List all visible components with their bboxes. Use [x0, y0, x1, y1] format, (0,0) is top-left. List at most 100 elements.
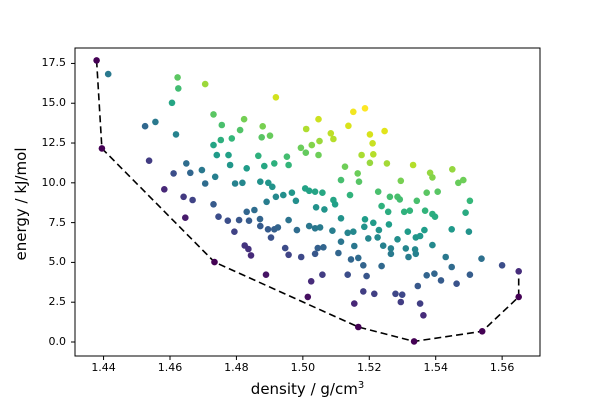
scatter-point — [374, 234, 381, 241]
scatter-point — [370, 151, 377, 158]
scatter-point — [371, 290, 378, 298]
scatter-point — [302, 125, 310, 133]
scatter-point — [311, 250, 319, 258]
scatter-point — [370, 219, 377, 227]
scatter-point — [189, 196, 196, 204]
scatter-point — [398, 291, 406, 299]
scatter-point — [515, 268, 522, 275]
scatter-point — [98, 145, 106, 152]
scatter-point — [283, 153, 291, 160]
scatter-point — [465, 228, 473, 235]
scatter-point — [397, 177, 405, 185]
scatter-point — [267, 234, 275, 241]
scatter-point — [280, 191, 287, 199]
scatter-point — [141, 122, 149, 130]
x-tick-label: 1.54 — [423, 361, 448, 374]
scatter-point — [211, 173, 219, 181]
scatter-point — [263, 198, 270, 206]
scatter-point — [375, 226, 383, 234]
scatter-point — [211, 258, 218, 266]
scatter-point — [161, 186, 168, 193]
scatter-point — [431, 213, 439, 220]
scatter-point — [243, 165, 250, 172]
scatter-point — [259, 123, 267, 130]
scatter-point — [410, 338, 418, 345]
scatter-point — [254, 152, 262, 160]
scatter-point — [172, 131, 180, 138]
scatter-point — [288, 189, 296, 196]
scatter-point — [311, 225, 319, 232]
scatter-point — [174, 74, 181, 81]
scatter-point — [316, 137, 323, 145]
scatter-point — [337, 176, 345, 184]
scatter-point — [347, 256, 355, 263]
scatter-point — [258, 134, 266, 141]
scatter-point — [421, 207, 429, 214]
scatter-point — [335, 249, 342, 257]
scatter-point — [257, 222, 264, 230]
scatter-point — [257, 178, 264, 185]
y-tick-label: 17.5 — [41, 56, 67, 70]
scatter-point — [285, 251, 292, 259]
scatter-point — [409, 161, 417, 169]
y-tick-label: 7.5 — [48, 215, 67, 229]
scatter-point — [225, 151, 232, 159]
scatter-point — [305, 187, 313, 195]
scatter-point — [210, 201, 217, 208]
scatter-point — [396, 196, 404, 203]
scatter-point — [187, 169, 194, 177]
scatter-point — [226, 161, 234, 169]
scatter-point — [405, 253, 412, 261]
scatter-point — [387, 245, 395, 252]
scatter-point — [308, 141, 316, 149]
scatter-point — [406, 207, 414, 214]
scatter-point — [302, 149, 310, 156]
x-tick-label: 1.50 — [290, 361, 316, 374]
scatter-point — [104, 70, 112, 78]
scatter-point — [378, 202, 385, 210]
scatter-point — [305, 222, 313, 230]
scatter-point — [247, 252, 255, 259]
x-axis-label-text: density / g/cm — [250, 380, 358, 398]
scatter-point — [304, 293, 312, 301]
x-tick-label: 1.56 — [489, 361, 515, 374]
scatter-point — [314, 244, 322, 252]
scatter-point — [272, 94, 280, 101]
scatter-point — [231, 228, 238, 235]
scatter-point — [354, 170, 362, 177]
scatter-point — [386, 193, 394, 201]
hull-line — [95, 60, 520, 343]
scatter-point — [413, 197, 421, 205]
x-tick-label: 1.44 — [91, 361, 116, 374]
scatter-point — [351, 242, 358, 250]
scatter-point — [412, 250, 420, 258]
y-tick-label: 5.0 — [48, 255, 67, 269]
scatter-point — [262, 271, 270, 279]
scatter-point — [311, 188, 319, 195]
scatter-point — [217, 136, 225, 144]
scatter-point — [256, 215, 264, 223]
scatter-point — [329, 227, 336, 234]
scatter-point — [350, 228, 357, 235]
scatter-point — [365, 235, 372, 242]
scatter-point — [416, 300, 424, 307]
scatter-point — [224, 217, 232, 224]
scatter-point — [478, 255, 485, 262]
scatter-point — [344, 271, 352, 279]
scatter-point — [168, 99, 176, 107]
scatter-point — [293, 226, 301, 234]
scatter-point — [175, 85, 182, 92]
scatter-point — [350, 108, 357, 116]
scatter-point — [265, 179, 272, 187]
scatter-point — [429, 241, 436, 249]
scatter-point — [363, 272, 370, 280]
scatter-point — [460, 176, 467, 184]
scatter-point — [331, 201, 339, 208]
scatter-point — [383, 160, 391, 167]
scatter-point — [285, 161, 292, 169]
y-tick-label: 15.0 — [41, 96, 67, 110]
scatter-point — [264, 226, 272, 233]
x-axis-label: density / g/cm3 — [75, 380, 540, 398]
scatter-point — [218, 121, 226, 129]
